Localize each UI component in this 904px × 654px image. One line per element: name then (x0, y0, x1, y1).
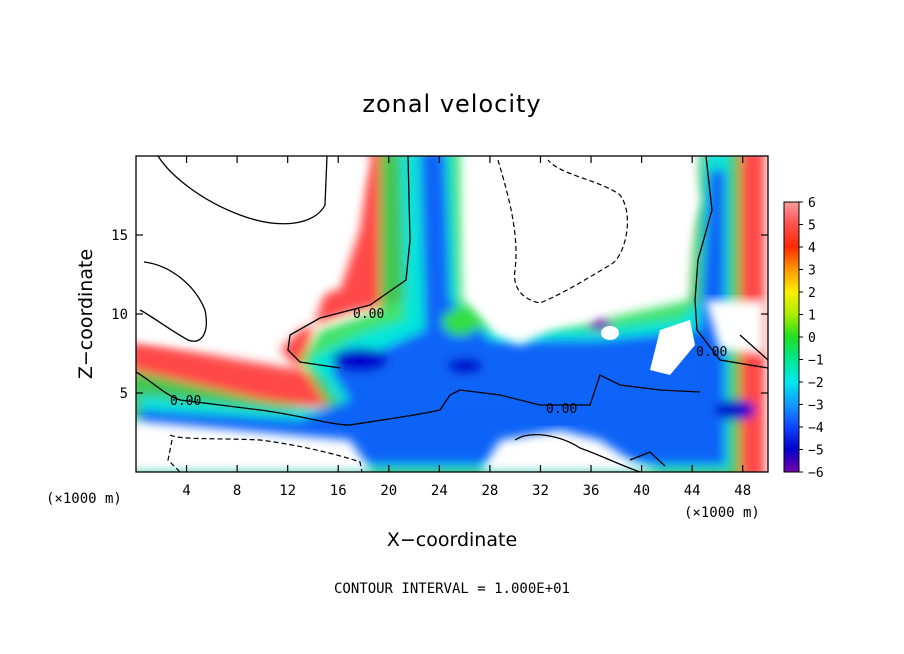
colorbar-tick-label: −6 (808, 466, 824, 481)
colorbar-tick-label: 4 (808, 241, 816, 256)
colorbar-tick-label: 2 (808, 286, 816, 301)
colorbar-tick-label: 3 (808, 264, 816, 279)
x-tick-label: 36 (583, 483, 600, 499)
colorbar-tick-label: −1 (808, 354, 824, 369)
x-axis-ticks: 4 8 12 16 20 24 28 32 36 40 44 48 (182, 156, 751, 499)
velocity-field: 0.00 0.00 0.00 0.00 (135, 155, 769, 473)
y-axis-ticks: 5 10 15 (111, 228, 768, 402)
x-unit-label-left: (×1000 m) (46, 491, 122, 507)
contour-label: 0.00 (696, 345, 727, 360)
x-tick-label: 44 (684, 483, 701, 499)
y-tick-label: 5 (120, 386, 128, 402)
x-tick-label: 16 (330, 483, 347, 499)
colorbar-tick-label: −4 (808, 421, 824, 436)
contour-label: 0.00 (170, 394, 201, 409)
contour-label-group: 0.00 0.00 0.00 0.00 (170, 307, 727, 417)
x-axis-label: X−coordinate (387, 529, 517, 551)
contour-lines (136, 156, 768, 472)
x-tick-label: 24 (431, 483, 448, 499)
x-tick-label: 32 (532, 483, 549, 499)
x-tick-label: 4 (182, 483, 190, 499)
colorbar-tick-label: 6 (808, 196, 816, 211)
x-tick-label: 12 (279, 483, 296, 499)
colorbar-tick-label: 1 (808, 309, 816, 324)
colorbar-tick-label: 0 (808, 331, 816, 346)
colorbar: 6 5 4 3 2 1 0 −1 −2 −3 −4 −5 −6 (783, 196, 824, 481)
negative-contours (167, 159, 628, 472)
x-tick-label: 20 (380, 483, 397, 499)
contour-label: 0.00 (353, 307, 384, 322)
colorbar-ticks: 6 5 4 3 2 1 0 −1 −2 −3 −4 −5 −6 (799, 196, 824, 481)
x-tick-label: 40 (633, 483, 650, 499)
contour-interval-note: CONTOUR INTERVAL = 1.000E+01 (334, 581, 570, 597)
chart-title: zonal velocity (362, 90, 541, 118)
colorbar-tick-label: −3 (808, 399, 824, 414)
x-tick-label: 28 (481, 483, 498, 499)
colorbar-tick-label: −5 (808, 444, 824, 459)
x-unit-label-right: (×1000 m) (684, 505, 760, 521)
y-tick-label: 10 (111, 307, 128, 323)
colorbar-tick-label: 5 (808, 219, 816, 234)
y-tick-label: 15 (111, 228, 128, 244)
y-axis-label: Z−coordinate (75, 249, 97, 379)
x-tick-label: 48 (734, 483, 751, 499)
colorbar-tick-label: −2 (808, 376, 824, 391)
contour-label: 0.00 (546, 402, 577, 417)
x-tick-label: 8 (233, 483, 241, 499)
